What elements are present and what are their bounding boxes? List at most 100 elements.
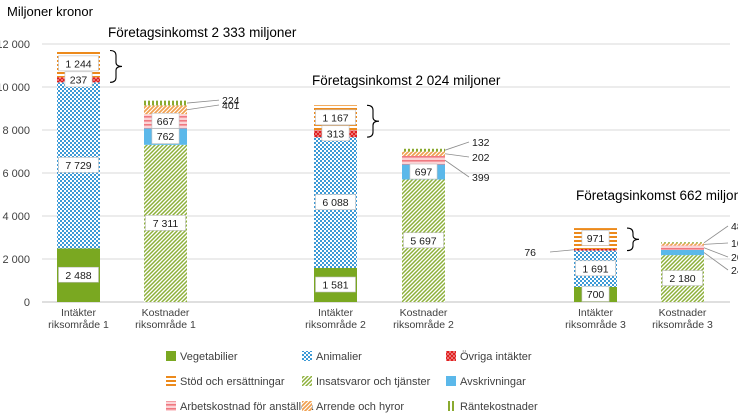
data-label-box (151, 112, 180, 129)
legend-label: Räntekostnader (460, 401, 538, 413)
data-label-box (58, 157, 99, 173)
bar-segment-rantekostnader (402, 148, 445, 152)
data-label-box (581, 286, 610, 302)
annotations: 2 488 7 729 237 1 244 Intäkter riksområde 1 7 … (48, 25, 738, 331)
legend-label: Animalier (316, 351, 362, 363)
y-tick-label: 4 000 (2, 211, 30, 223)
bracket (109, 49, 123, 83)
data-label: 205 (731, 252, 738, 264)
legend-label: Vegetabilier (180, 351, 238, 363)
data-label: 202 (472, 152, 490, 164)
data-label: 401 (222, 100, 240, 112)
data-label: 313 (327, 128, 345, 140)
leader-line (186, 104, 220, 111)
data-label-box (315, 194, 356, 210)
legend-swatch-arrende-och-hyror (302, 401, 312, 411)
income-label: Företagsinkomst 2 333 miljoner (108, 25, 297, 40)
data-label: 399 (472, 172, 490, 184)
category-label: Kostnader riksområde 3 (652, 307, 713, 331)
legend-label: Arbetskostnad för anställda (180, 401, 314, 413)
bracket (366, 104, 380, 138)
data-label-box (58, 266, 99, 283)
bar-segment-avskrivningar (661, 249, 704, 256)
income-label: Företagsinkomst 2 024 miljoner (312, 73, 501, 88)
data-label: 1 581 (322, 280, 348, 292)
legend-swatch-arbetskostnad-for-anstallda (166, 401, 176, 411)
legend-label: Insatsvaror och tjänster (316, 376, 431, 388)
data-label: 132 (472, 137, 490, 149)
legend-swatch-stod-och-ersattningar (166, 376, 176, 386)
data-label: 101 (731, 238, 738, 250)
category-label: Intäkter riksområde 2 (305, 307, 366, 331)
data-label-box (575, 260, 616, 277)
data-label-box (151, 128, 180, 144)
data-label: 6 088 (322, 197, 348, 209)
leader-line (444, 141, 470, 151)
leader-line (549, 249, 575, 253)
leader-line (703, 225, 729, 244)
data-label-box (409, 163, 438, 180)
data-label-box (662, 270, 703, 286)
bar-segment-arrende-och-hyror (144, 105, 187, 115)
bracket (626, 227, 640, 252)
legend-swatch-insatsvaror-och-tjanster (302, 376, 312, 386)
data-label: 667 (157, 116, 175, 128)
legend-label: Arrende och hyror (316, 401, 404, 413)
data-label: 1 691 (582, 263, 608, 275)
legend-label: Avskrivningar (460, 376, 526, 388)
data-label: 7 729 (65, 160, 91, 172)
bar-segment-rantekostnader (661, 242, 704, 244)
data-label-box (581, 230, 610, 246)
legend-swatch-ovriga-intakter (446, 351, 456, 361)
data-label-box (64, 71, 93, 88)
data-label-box (321, 125, 350, 142)
data-label: 2 180 (669, 273, 695, 285)
bar-segment-ovriga-intakter (574, 248, 617, 251)
data-label: 697 (415, 167, 433, 179)
bar-segment-rantekostnader (144, 100, 187, 106)
y-tick-label: 0 (24, 297, 30, 309)
leader-line (703, 247, 729, 258)
income-label: Företagsinkomst 662 miljoner (576, 188, 738, 203)
y-tick-label: 6 000 (2, 168, 30, 180)
data-label: 1 244 (65, 58, 91, 70)
bar-segment-arrende-och-hyror (402, 151, 445, 156)
data-label: 48 (731, 221, 738, 233)
category-label: Intäkter riksområde 3 (565, 307, 626, 331)
data-label: 2 488 (65, 270, 91, 282)
data-label: 5 697 (410, 235, 436, 247)
leader-line (703, 252, 729, 271)
data-label: 762 (157, 131, 175, 143)
y-axis-title: Miljoner kronor (7, 4, 94, 19)
legend: Vegetabilier Animalier Övriga intäkter Stöd… (166, 351, 538, 413)
y-tick-label: 8 000 (2, 125, 30, 137)
bar-segment-arbetskostnad-for-anstallda (661, 245, 704, 250)
data-label-box (315, 276, 356, 293)
leader-line (444, 153, 470, 158)
y-tick-label: 10 000 (0, 82, 30, 94)
data-label: 237 (70, 74, 88, 86)
data-label: 700 (587, 289, 605, 301)
y-axis: 0 2 000 4 000 6 000 8 000 10 000 12 000 Miljone… (0, 4, 94, 309)
category-label: Kostnader riksområde 1 (135, 307, 196, 331)
data-label: 7 311 (153, 218, 179, 230)
category-label: Intäkter riksområde 1 (48, 307, 109, 331)
bar-segment-arbetskostnad-for-anstallda (402, 155, 445, 165)
data-label: 76 (524, 247, 536, 259)
legend-swatch-avskrivningar (446, 376, 456, 386)
legend-swatch-animalier (302, 351, 312, 361)
y-tick-label: 2 000 (2, 254, 30, 266)
data-label-box (315, 109, 356, 126)
leader-line (444, 159, 470, 178)
data-label-box (58, 55, 99, 72)
data-label-box (403, 232, 444, 249)
legend-label: Övriga intäkter (460, 351, 532, 363)
legend-label: Stöd och ersättningar (180, 376, 285, 388)
y-tick-label: 12 000 (0, 39, 30, 51)
data-label: 243 (731, 265, 738, 277)
data-label-box (145, 215, 186, 231)
leader-line (703, 242, 729, 245)
leader-line (186, 99, 220, 104)
bar-segment-arrende-och-hyror (661, 243, 704, 246)
